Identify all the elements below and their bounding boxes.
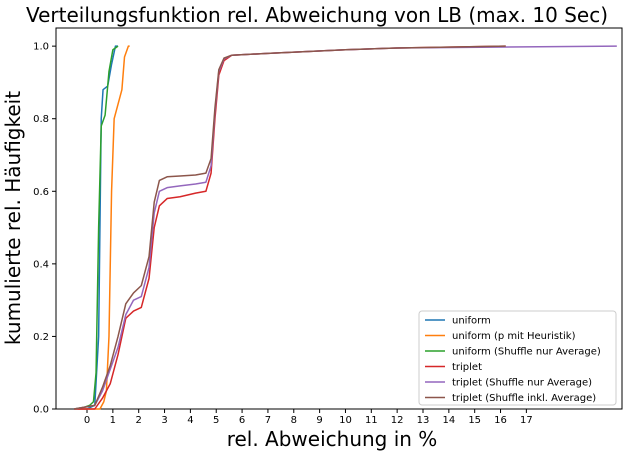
series-line (73, 45, 506, 410)
ticks: 0 1 2 3 4 5 6 7 8 9 10 11 12 13 14 15 16 170.00.20.40.60.… (33, 42, 533, 426)
y-tick-label: 0.4 (33, 259, 49, 270)
y-tick-label: 0.8 (33, 114, 49, 125)
x-tick-label: 8 (291, 415, 297, 426)
x-tick-label: 13 (417, 415, 430, 426)
y-tick-label: 1.0 (33, 42, 49, 53)
y-tick-label: 0.6 (33, 187, 49, 198)
legend: uniform uniform (p mit Heuristik) uniform … (418, 310, 617, 406)
x-tick-label: 16 (494, 415, 507, 426)
x-tick-label: 6 (239, 415, 245, 426)
x-tick-label: 11 (365, 415, 378, 426)
x-axis-label: rel. Abweichung in % (227, 427, 438, 451)
legend-label: triplet (452, 362, 482, 373)
series-line (74, 45, 130, 410)
series-lines (73, 45, 617, 410)
legend-label: triplet (Shuffle nur Average) (452, 378, 592, 389)
y-tick-label: 0.2 (33, 332, 49, 343)
series-line (74, 45, 119, 410)
legend-box (418, 310, 617, 406)
x-tick-label: 17 (520, 415, 533, 426)
chart-title: Verteilungsfunktion rel. Abweichung von … (26, 3, 608, 27)
legend-label: uniform (p mit Heuristik) (452, 331, 576, 342)
legend-label: uniform (452, 316, 491, 327)
legend-label: triplet (Shuffle inkl. Average) (452, 393, 596, 404)
x-tick-label: 14 (442, 415, 455, 426)
y-tick-label: 0.0 (33, 405, 49, 416)
x-tick-label: 5 (213, 415, 219, 426)
x-tick-label: 0 (84, 415, 90, 426)
legend-label: uniform (Shuffle nur Average) (452, 347, 601, 358)
x-tick-label: 15 (468, 415, 481, 426)
y-axis-label: kumulierte rel. Häufigkeit (1, 91, 25, 345)
x-tick-label: 7 (265, 415, 271, 426)
x-tick-label: 4 (187, 415, 193, 426)
x-tick-label: 2 (136, 415, 142, 426)
x-tick-label: 12 (391, 415, 404, 426)
x-tick-label: 9 (316, 415, 322, 426)
x-tick-label: 10 (339, 415, 352, 426)
x-tick-label: 3 (161, 415, 167, 426)
x-tick-label: 1 (110, 415, 116, 426)
